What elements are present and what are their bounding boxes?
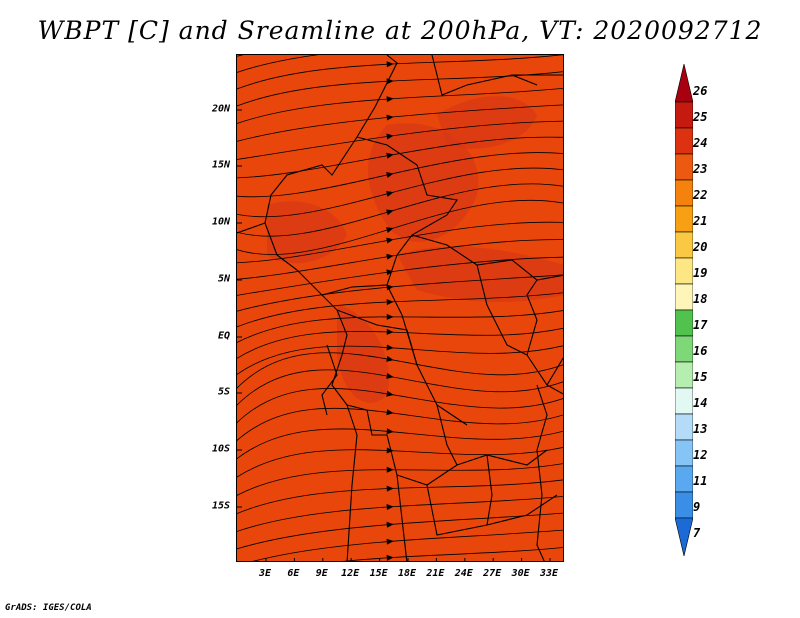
streamline bbox=[237, 55, 320, 73]
lat-label: 20N bbox=[211, 103, 230, 115]
streamline-arrow bbox=[386, 485, 394, 492]
lon-label: 12E bbox=[341, 568, 360, 579]
streamline-arrow bbox=[386, 114, 394, 121]
lon-ticks bbox=[265, 558, 551, 561]
colorbar-swatch bbox=[674, 361, 694, 389]
colorbar-swatch bbox=[674, 283, 694, 311]
colorbar-swatch bbox=[674, 465, 694, 493]
colorbar-label: 7 bbox=[693, 526, 701, 540]
lat-ticks bbox=[237, 109, 242, 508]
chart-title: WBPT [C] and Sreamline at 200hPa, VT: 20… bbox=[37, 16, 763, 45]
streamline-arrow bbox=[386, 409, 394, 416]
streamline-arrow bbox=[386, 554, 394, 561]
warm-zone-3 bbox=[337, 305, 389, 403]
colorbar-swatch bbox=[674, 63, 694, 103]
colorbar-label: 22 bbox=[693, 188, 708, 202]
streamline-arrow bbox=[386, 227, 394, 233]
colorbar-label: 25 bbox=[693, 110, 708, 124]
colorbar bbox=[674, 63, 694, 564]
colorbar-swatch bbox=[674, 335, 694, 363]
streamline-arrow bbox=[386, 78, 394, 85]
streamline-arrow bbox=[386, 428, 394, 435]
colorbar-swatch bbox=[674, 309, 694, 337]
lon-label: 3E bbox=[258, 568, 272, 579]
streamline-arrow bbox=[386, 152, 394, 159]
colorbar-label: 11 bbox=[693, 474, 708, 488]
lat-label: 5N bbox=[217, 273, 230, 285]
colorbar-swatch bbox=[674, 439, 694, 467]
colorbar-swatch bbox=[674, 257, 694, 285]
streamline-arrow bbox=[386, 61, 394, 68]
lon-label: 18E bbox=[397, 568, 417, 579]
streamline-arrow bbox=[386, 172, 394, 178]
colorbar-label: 12 bbox=[693, 448, 708, 462]
colorbar-label: 16 bbox=[693, 344, 708, 358]
colorbar-label: 21 bbox=[693, 214, 708, 228]
streamline-arrow bbox=[386, 504, 394, 511]
colorbar-label: 18 bbox=[693, 292, 708, 306]
lon-label: 9E bbox=[315, 568, 328, 579]
lat-label: 15S bbox=[211, 500, 230, 512]
colorbar-swatch bbox=[674, 179, 694, 207]
lon-label: 30E bbox=[511, 568, 530, 579]
warm-zone-2 bbox=[397, 246, 563, 302]
colorbar-label: 14 bbox=[693, 396, 708, 410]
colorbar-swatch bbox=[674, 127, 694, 155]
lon-label: 24E bbox=[454, 568, 473, 579]
grads-credit: GrADS: IGES/COLA bbox=[5, 603, 92, 613]
streamline-arrow bbox=[386, 191, 394, 197]
lat-label: 15N bbox=[211, 159, 230, 171]
lat-label: 5S bbox=[217, 386, 230, 398]
streamline-arrow bbox=[386, 355, 394, 362]
country-borders bbox=[237, 55, 563, 561]
colorbar-swatch bbox=[674, 231, 694, 259]
streamline-arrow bbox=[386, 538, 394, 545]
streamline-arrow bbox=[386, 299, 394, 306]
lat-label: 10N bbox=[211, 216, 230, 228]
warm-zone-4 bbox=[437, 96, 537, 149]
streamline-arrow bbox=[386, 390, 394, 397]
streamline-arrow bbox=[386, 284, 394, 291]
colorbar-swatch bbox=[674, 517, 694, 557]
streamline-arrow bbox=[386, 209, 394, 216]
map-panel bbox=[236, 54, 564, 562]
streamline-arrow bbox=[386, 521, 394, 528]
streamline-arrow bbox=[386, 237, 394, 244]
lon-label: 33E bbox=[539, 568, 559, 579]
streamline-arrow bbox=[386, 447, 394, 454]
colorbar-swatch bbox=[674, 491, 694, 519]
colorbar-label: 23 bbox=[693, 162, 708, 176]
streamline-arrow bbox=[386, 372, 394, 379]
colorbar-label: 19 bbox=[693, 266, 708, 280]
lon-label: 6E bbox=[287, 568, 300, 579]
colorbar-swatch bbox=[674, 153, 694, 181]
lon-label: 15E bbox=[369, 568, 388, 579]
warm-zone-1 bbox=[267, 201, 347, 264]
colorbar-label: 26 bbox=[693, 84, 708, 98]
streamline-arrow bbox=[386, 253, 394, 260]
colorbar-swatch bbox=[674, 413, 694, 441]
colorbar-label: 15 bbox=[693, 370, 708, 384]
streamlines bbox=[237, 55, 563, 561]
lon-label: 21E bbox=[426, 568, 445, 579]
lat-label: EQ bbox=[217, 330, 230, 342]
colorbar-label: 24 bbox=[693, 136, 708, 150]
colorbar-swatch bbox=[674, 101, 694, 129]
colorbar-swatch bbox=[674, 205, 694, 233]
streamline-arrow bbox=[386, 96, 394, 103]
colorbar-label: 17 bbox=[693, 318, 708, 332]
streamline-arrow bbox=[386, 344, 394, 351]
lat-label: 10S bbox=[211, 443, 230, 455]
streamline-arrow bbox=[386, 269, 394, 276]
colorbar-label: 13 bbox=[693, 422, 708, 436]
colorbar-label: 9 bbox=[693, 500, 701, 514]
streamline-arrow bbox=[386, 133, 394, 140]
lon-label: 27E bbox=[483, 568, 502, 579]
colorbar-swatch bbox=[674, 387, 694, 415]
colorbar-label: 20 bbox=[693, 240, 708, 254]
map-canvas bbox=[237, 55, 563, 561]
streamline-arrow bbox=[386, 328, 394, 335]
streamline-arrow bbox=[386, 466, 394, 473]
streamline-arrow bbox=[386, 313, 394, 320]
